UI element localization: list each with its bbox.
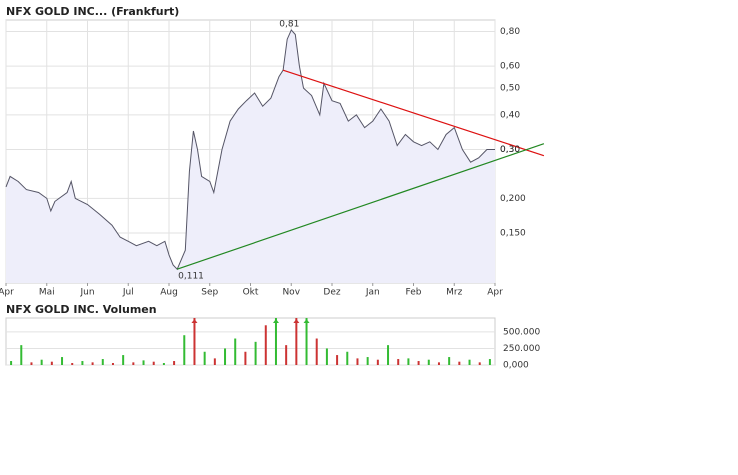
volume-bar [387,345,390,365]
x-tick-label: Okt [243,288,259,298]
x-tick-label: Sep [201,288,218,298]
volume-bar [366,357,369,365]
volume-bar [81,361,84,365]
volume-bar [448,357,451,365]
volume-bar [336,355,339,365]
y-tick-label: 250.000 [503,344,540,354]
volume-bar [213,358,216,365]
volume-bar [224,348,227,365]
volume-bar [346,351,349,365]
volume-bar [152,361,155,365]
volume-bar [478,362,481,365]
y-tick-label: 0,30 [500,145,520,155]
x-tick-label: Mrz [446,288,462,298]
volume-bar [325,348,328,365]
volume-bar [91,362,94,365]
volume-bar [305,318,308,365]
x-tick-label: Dez [323,288,340,298]
volume-bar [50,361,53,365]
volume-bar [71,363,74,365]
volume-bar [142,360,145,365]
volume-bar [10,361,13,365]
volume-bar [20,345,23,365]
price-area [6,30,495,283]
y-tick-label: 0,200 [500,194,526,204]
volume-bar [173,361,176,365]
overflow-arrow [303,319,310,323]
volume-bar [376,359,379,365]
y-tick-label: 500.000 [503,327,540,337]
volume-bar [40,359,43,365]
volume-title: NFX GOLD INC. Volumen [6,303,157,316]
annotation: 0,30 [500,145,520,155]
volume-bar [132,362,135,365]
volume-bar [183,335,186,365]
volume-bar [315,338,318,365]
x-tick-label: Feb [406,288,422,298]
price-line [5,29,495,271]
volume-bar [101,359,104,365]
trend-line [282,69,545,157]
trend-line [176,143,545,270]
chart-title: NFX GOLD INC... (Frankfurt) [6,5,179,18]
x-tick-label: Apr [487,288,503,298]
volume-bar [61,357,64,365]
volume-bar [234,338,237,365]
y-tick-label: 0,000 [503,361,529,371]
x-tick-label: Mai [39,288,55,298]
volume-bar [30,362,33,365]
overflow-arrow [191,319,198,323]
volume-bar [193,318,196,365]
volume-bar [274,318,277,365]
x-tick-label: Jan [365,288,380,298]
y-tick-label: 0,80 [500,27,520,37]
annotation: 0,111 [178,272,204,282]
overflow-arrow [272,319,279,323]
annotation: 0,81 [279,19,299,29]
x-tick-label: Jun [79,288,94,298]
volume-bar [264,325,267,365]
volume-bar [244,351,247,365]
x-tick-label: Apr [0,288,14,298]
volume-bar [203,351,206,365]
plot-area [5,317,496,366]
volume-bar [397,359,400,365]
x-tick-label: Jul [122,288,134,298]
volume-bar [254,341,257,365]
volume-bar [356,358,359,365]
volume-bar [111,363,114,365]
y-tick-label: 0,60 [500,62,520,72]
x-tick-label: Aug [160,288,178,298]
volume-bar [468,359,471,365]
volume-bar [295,318,298,365]
volume-bar [427,359,430,365]
volume-bar [488,359,491,365]
volume-bar [407,358,410,365]
y-tick-label: 0,40 [500,110,520,120]
volume-bar [417,361,420,365]
volume-bar [122,355,125,365]
y-tick-label: 0,50 [500,84,520,94]
volume-bar [162,363,165,365]
volume-bars [10,318,491,365]
y-tick-label: 0,150 [500,228,526,238]
overflow-arrow [293,319,300,323]
volume-bar [285,345,288,365]
volume-bar [437,362,440,365]
volume-bar [458,361,461,365]
x-tick-label: Nov [282,288,300,298]
